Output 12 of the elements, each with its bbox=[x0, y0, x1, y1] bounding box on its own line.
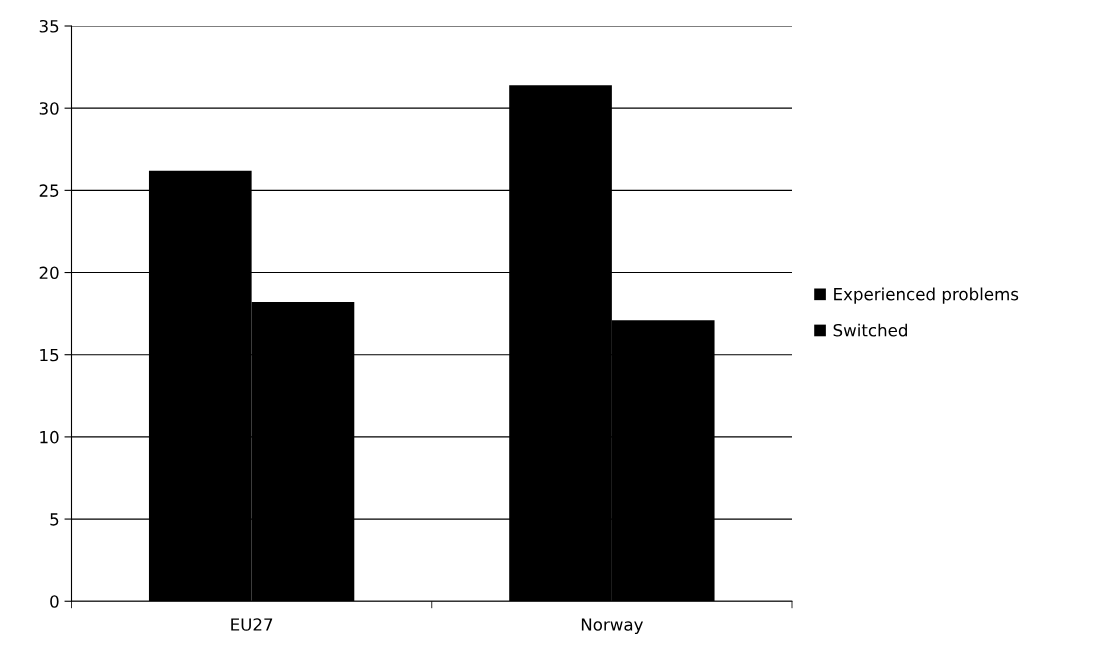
y-tick-label: 25 bbox=[39, 184, 59, 197]
y-tick-label: 10 bbox=[40, 430, 59, 444]
x-tick-label: Norway bbox=[581, 618, 643, 635]
y-tick-label: 5 bbox=[50, 513, 59, 526]
legend-label: Experienced problems bbox=[834, 287, 1019, 304]
y-tick-label: 35 bbox=[39, 19, 59, 33]
legend-label: Switched bbox=[833, 323, 907, 337]
y-tick-label: 15 bbox=[40, 348, 59, 362]
y-tick-label: 20 bbox=[39, 266, 59, 280]
y-tick-label: 30 bbox=[39, 102, 59, 115]
y-tick-label: 0 bbox=[50, 595, 59, 608]
x-tick-label: EU27 bbox=[231, 618, 273, 631]
